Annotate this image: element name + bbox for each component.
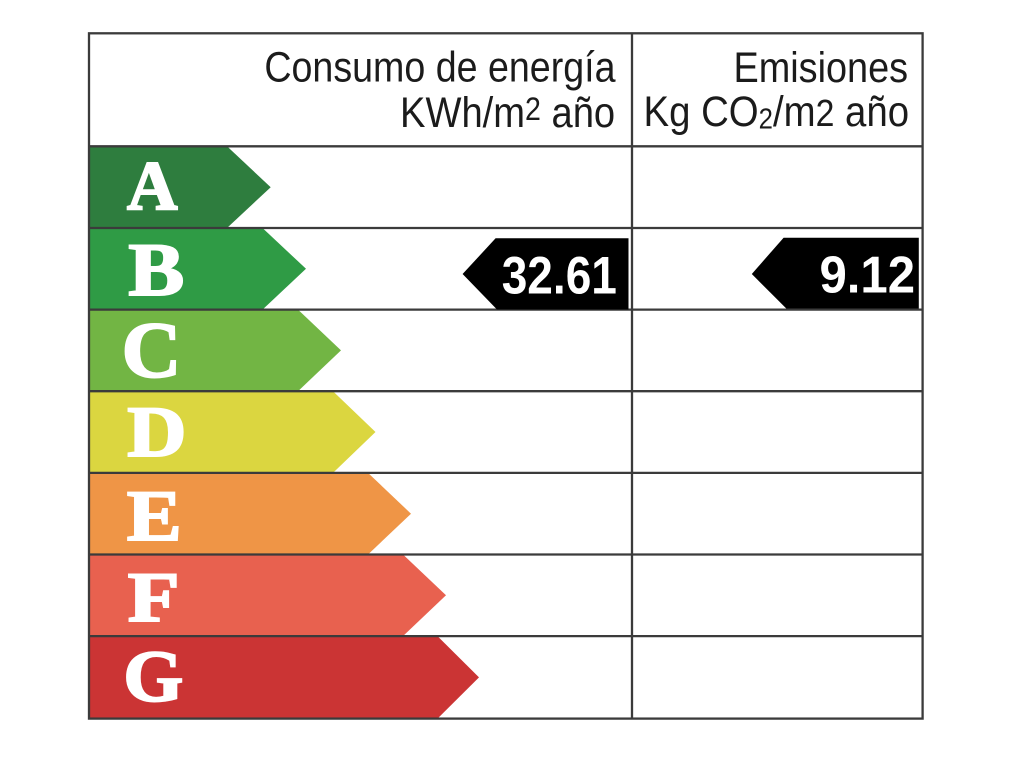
svg-text:Emisiones: Emisiones (733, 43, 908, 92)
svg-text:D: D (127, 393, 186, 472)
svg-text:A: A (127, 149, 178, 226)
svg-text:F: F (128, 559, 180, 637)
svg-text:Consumo de energía: Consumo de energía (264, 43, 616, 91)
svg-text:KWh/m2 año: KWh/m2 año (400, 88, 615, 137)
svg-text:Kg CO2/m2 año: Kg CO2/m2 año (643, 87, 909, 135)
svg-text:B: B (128, 229, 184, 312)
svg-text:9.12: 9.12 (819, 245, 915, 303)
svg-text:32.61: 32.61 (502, 247, 617, 305)
svg-text:E: E (127, 476, 182, 556)
svg-text:C: C (122, 307, 182, 395)
svg-text:G: G (123, 636, 183, 717)
